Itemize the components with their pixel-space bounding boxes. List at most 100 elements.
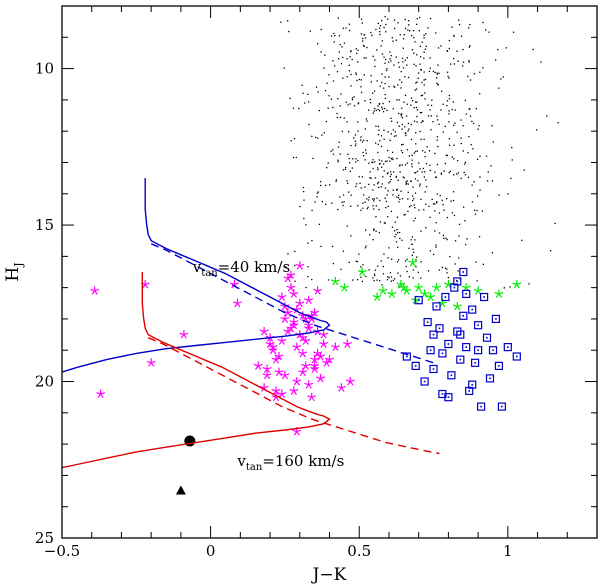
- field-star: [360, 79, 362, 81]
- field-star: [372, 161, 374, 164]
- field-star: [326, 167, 328, 169]
- field-star: [458, 23, 461, 26]
- square-marker: [456, 330, 465, 339]
- annotation-v: v: [236, 452, 246, 470]
- field-star: [436, 115, 438, 117]
- square-marker-dot: [471, 308, 473, 311]
- field-star: [423, 138, 425, 140]
- field-star: [369, 102, 372, 104]
- field-star: [381, 284, 383, 286]
- field-star: [348, 157, 350, 160]
- field-star: [395, 39, 397, 41]
- field-star: [308, 123, 310, 126]
- field-star: [303, 190, 305, 193]
- field-star: [328, 95, 330, 97]
- field-star: [419, 183, 421, 185]
- field-star: [463, 206, 465, 208]
- field-star: [511, 146, 513, 149]
- field-star: [419, 168, 421, 170]
- field-star: [292, 156, 295, 159]
- field-star: [323, 132, 325, 134]
- field-star: [469, 79, 472, 81]
- square-marker-dot: [447, 396, 450, 398]
- field-star: [357, 159, 359, 162]
- field-star: [443, 209, 445, 211]
- field-star: [362, 202, 364, 204]
- field-star: [402, 47, 404, 49]
- field-star: [438, 232, 441, 234]
- field-star: [420, 198, 422, 200]
- field-star: [369, 234, 371, 236]
- field-star: [417, 271, 419, 273]
- field-star: [448, 172, 450, 174]
- field-star: [404, 27, 407, 30]
- star-marker: [316, 352, 326, 361]
- field-star: [425, 203, 427, 205]
- x-axis-label: J−K: [311, 565, 347, 584]
- star-marker: [336, 383, 346, 392]
- star-marker: [452, 301, 462, 311]
- field-star: [377, 181, 380, 183]
- field-star: [469, 115, 472, 117]
- field-star: [414, 192, 417, 194]
- star-marker: [259, 327, 269, 336]
- field-star: [467, 75, 469, 77]
- field-star: [438, 212, 441, 214]
- field-star: [396, 157, 398, 160]
- square-marker-dot: [486, 336, 488, 339]
- field-star: [482, 67, 484, 69]
- field-star: [435, 244, 437, 246]
- field-star: [395, 175, 397, 178]
- star-marker: [387, 289, 397, 298]
- star-marker: [414, 283, 424, 292]
- field-star: [374, 274, 376, 277]
- field-star: [348, 64, 350, 66]
- field-star: [287, 253, 289, 255]
- field-star: [479, 189, 481, 191]
- field-star: [405, 181, 407, 183]
- field-star: [350, 85, 352, 87]
- field-star: [389, 58, 391, 60]
- field-star: [318, 223, 321, 225]
- star-marker: [283, 327, 293, 336]
- star-marker: [283, 273, 293, 283]
- field-star: [384, 76, 386, 78]
- field-star: [425, 163, 428, 165]
- field-star: [430, 129, 432, 131]
- field-star: [348, 261, 350, 263]
- field-star: [474, 209, 476, 211]
- field-star: [350, 144, 352, 147]
- field-star: [396, 216, 399, 218]
- square-marker-dot: [501, 405, 503, 408]
- field-star: [333, 41, 335, 43]
- field-star: [434, 72, 436, 74]
- field-star: [472, 148, 474, 150]
- star-marker: [298, 367, 308, 377]
- field-star: [404, 260, 407, 262]
- field-star: [349, 56, 351, 58]
- field-star: [424, 98, 426, 100]
- field-stars: [280, 15, 559, 289]
- field-star: [399, 79, 401, 81]
- square-marker-dot: [459, 333, 462, 336]
- field-star: [396, 188, 398, 190]
- field-star: [287, 20, 289, 22]
- field-star: [307, 93, 309, 95]
- field-star: [427, 115, 430, 117]
- field-star: [469, 108, 471, 110]
- field-star: [417, 180, 419, 182]
- field-star: [423, 176, 425, 178]
- field-star: [372, 205, 374, 207]
- field-star: [337, 17, 339, 19]
- field-star: [385, 58, 387, 61]
- field-star: [377, 108, 379, 111]
- field-star: [307, 266, 309, 268]
- field-star: [338, 58, 340, 60]
- field-star: [420, 56, 422, 58]
- field-star: [400, 113, 402, 115]
- field-star: [355, 161, 357, 163]
- field-star: [415, 150, 417, 153]
- star-marker: [357, 267, 367, 276]
- star-marker: [253, 361, 263, 370]
